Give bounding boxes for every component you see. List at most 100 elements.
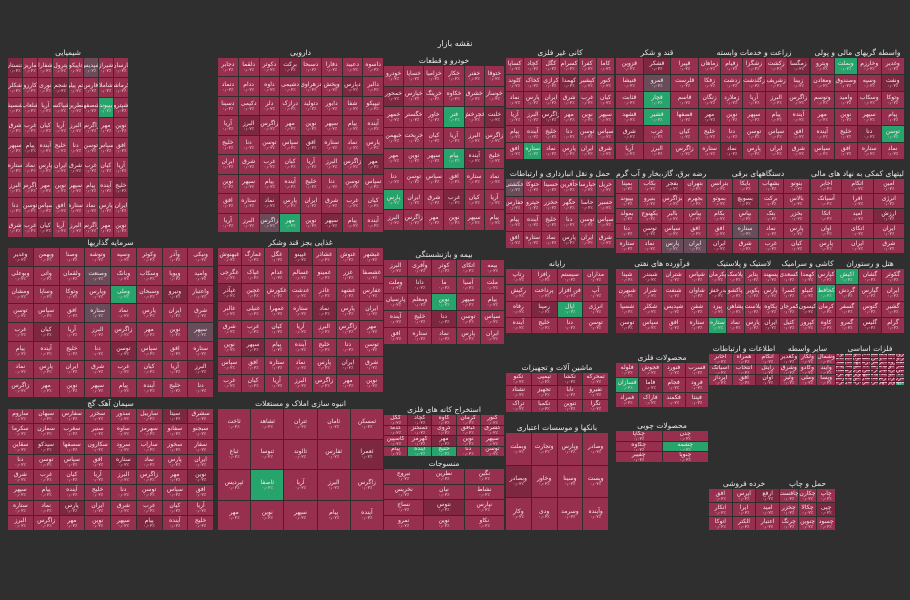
stock-tile[interactable]: بجهرم ٠٫٠٢٪ — [684, 194, 706, 208]
stock-tile[interactable]: اوان ٠٫٠٢٪ — [756, 375, 779, 385]
stock-tile[interactable]: انرژی ٠٫٠٢٪ — [873, 194, 904, 208]
stock-tile[interactable]: چنوپا ٠٫٠٢٪ — [662, 452, 708, 462]
stock-tile[interactable]: دتولید ٠٫٠٢٪ — [301, 96, 321, 116]
stock-tile[interactable]: ثالوند ٠٫٠٢٪ — [284, 439, 317, 469]
stock-tile[interactable]: سبجنو ٠٫٠٢٪ — [188, 424, 213, 439]
stock-tile[interactable]: تشتاد ٠٫٠٢٪ — [506, 386, 531, 399]
stock-tile[interactable]: خودرو ٠٫٠٢٪ — [384, 66, 404, 86]
stock-tile[interactable]: فجوش ٠٫٠٢٪ — [639, 363, 662, 377]
stock-tile[interactable]: سفانو ٠٫٠٢٪ — [162, 424, 188, 439]
stock-tile[interactable]: ثاخت ٠٫٠٢٪ — [218, 409, 251, 439]
stock-tile[interactable]: ثامان ٠٫٠٢٪ — [317, 409, 350, 439]
stock-tile[interactable]: کچاد ٠٫٠٢٪ — [524, 58, 542, 74]
stock-tile[interactable]: نبروج ٠٫٠٢٪ — [384, 469, 424, 484]
stock-tile[interactable]: ددام ٠٫٠٢٪ — [238, 77, 259, 96]
stock-tile[interactable]: غنیلی ٠٫٠٢٪ — [241, 302, 265, 320]
stock-tile[interactable]: گپارس ٠٫٠٢٪ — [859, 285, 881, 301]
stock-tile[interactable]: ثتران ٠٫٠٢٪ — [284, 409, 317, 439]
stock-tile[interactable]: غدام ٠٫٠٢٪ — [265, 266, 289, 284]
stock-tile[interactable]: زبینا ٠٫٠٢٪ — [787, 75, 809, 91]
stock-tile[interactable]: تاپیکو ٠٫٠٢٪ — [68, 58, 83, 77]
stock-tile[interactable]: ما ٠٫٠٢٪ — [432, 277, 456, 293]
stock-tile[interactable]: بیمه ٠٫٠٢٪ — [480, 260, 504, 276]
stock-tile[interactable]: وپخش ٠٫٠٢٪ — [321, 77, 342, 96]
stock-tile[interactable]: پکاوه ٠٫٠٢٪ — [762, 301, 779, 317]
stock-tile[interactable]: غپینو ٠٫٠٢٪ — [289, 248, 312, 266]
stock-tile[interactable]: غبهنوش ٠٫٠٢٪ — [218, 248, 241, 266]
stock-tile[interactable]: وساپا ٠٫٠٢٪ — [33, 285, 59, 304]
stock-tile[interactable]: شفا ٠٫٠٢٪ — [342, 96, 363, 116]
stock-tile[interactable]: اخابر ٠٫٠٢٪ — [811, 179, 842, 193]
stock-tile[interactable]: خساپا ٠٫٠٢٪ — [404, 66, 424, 86]
stock-tile[interactable]: قلرست ٠٫٠٢٪ — [671, 75, 698, 91]
stock-tile[interactable]: سمازن ٠٫٠٢٪ — [33, 424, 59, 439]
stock-tile[interactable]: قمرو ٠٫٠٢٪ — [643, 75, 671, 91]
stock-tile[interactable]: دابور ٠٫٠٢٪ — [321, 96, 342, 116]
stock-tile[interactable]: وسکاب ٠٫٠٢٪ — [136, 266, 162, 285]
stock-tile[interactable]: غالبر ٠٫٠٢٪ — [218, 302, 241, 320]
stock-tile[interactable]: ساوه ٠٫٠٢٪ — [111, 424, 136, 439]
stock-tile[interactable]: پترول ٠٫٠٢٪ — [53, 58, 68, 77]
stock-tile[interactable]: ارفع ٠٫٠٢٪ — [756, 489, 779, 502]
stock-tile[interactable]: تنوین ٠٫٠٢٪ — [557, 399, 583, 412]
stock-tile[interactable]: ثپردیس ٠٫٠٢٪ — [218, 470, 251, 500]
stock-tile[interactable]: جم پیلن٠٫٠٢٪ — [68, 78, 83, 97]
stock-tile[interactable]: بزاگرس ٠٫٠٢٪ — [661, 194, 684, 208]
stock-tile[interactable]: غگل ٠٫٠٢٪ — [265, 248, 289, 266]
stock-tile[interactable]: رفاه ٠٫٠٢٪ — [506, 301, 531, 317]
stock-tile[interactable]: دتماد ٠٫٠٢٪ — [218, 77, 238, 96]
stock-tile[interactable]: غگرجی ٠٫٠٢٪ — [218, 266, 241, 284]
stock-tile[interactable]: بکهنوج ٠٫٠٢٪ — [638, 209, 661, 223]
